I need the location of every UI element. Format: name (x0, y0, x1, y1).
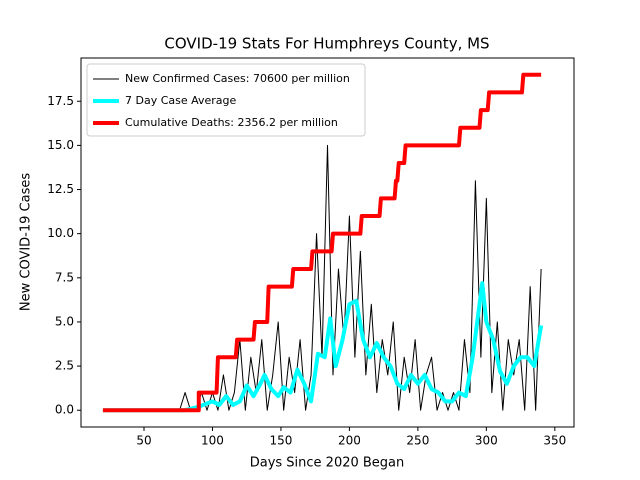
legend-label: 7 Day Case Average (125, 94, 237, 107)
y-tick-label: 15.0 (47, 138, 74, 152)
x-tick-label: 250 (406, 434, 429, 448)
plot-frame (80, 57, 575, 428)
legend-box (86, 63, 366, 137)
x-tick-label: 200 (338, 434, 361, 448)
x-tick-label: 350 (543, 434, 566, 448)
series-line (102, 72, 542, 413)
y-tick-label: 0.0 (55, 403, 74, 417)
x-axis-label: Days Since 2020 Began (250, 456, 405, 471)
y-tick-label: 7.5 (55, 270, 74, 284)
x-tick-label: 300 (475, 434, 498, 448)
y-tick-label: 5.0 (55, 314, 74, 328)
y-tick-label: 10.0 (47, 226, 74, 240)
series-line (102, 281, 544, 413)
y-tick-label: 12.5 (47, 182, 74, 196)
legend-label: New Confirmed Cases: 70600 per million (125, 72, 350, 85)
legend-label: Cumulative Deaths: 2356.2 per million (125, 116, 338, 129)
chart-title: COVID-19 Stats For Humphreys County, MS (164, 35, 489, 53)
y-tick-label: 17.5 (47, 94, 74, 108)
x-tick-label: 150 (269, 434, 292, 448)
y-tick-label: 2.5 (55, 359, 74, 373)
y-axis-label: New COVID-19 Cases (19, 173, 34, 311)
x-tick-label: 100 (201, 434, 224, 448)
x-tick-label: 50 (136, 434, 151, 448)
series-line (102, 144, 542, 411)
